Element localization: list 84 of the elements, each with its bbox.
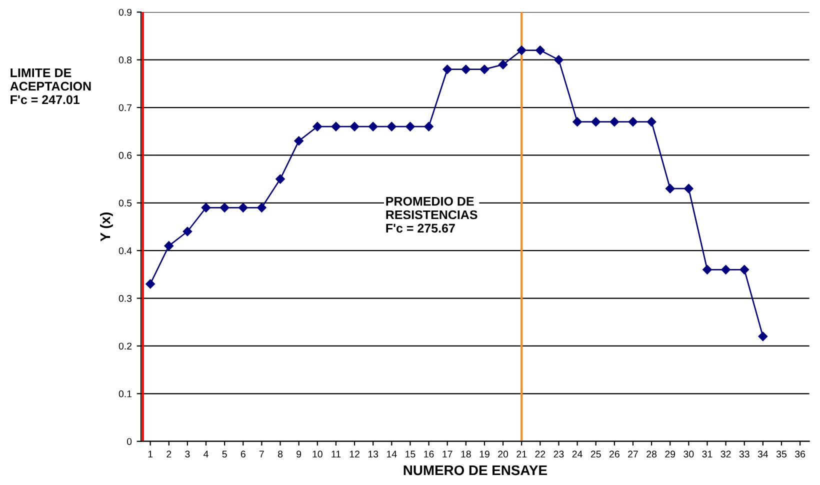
y-tick-label: 0.2	[118, 342, 132, 350]
point	[201, 203, 211, 212]
y-tick-label: 0.8	[118, 56, 132, 64]
x-tick-label: 12	[350, 450, 360, 458]
x-tick-label: 10	[312, 450, 322, 458]
x-tick-label: 22	[535, 450, 546, 458]
x-tick-label: 8	[278, 450, 283, 458]
x-tick-label: 4	[204, 450, 208, 458]
point	[182, 226, 192, 236]
annotation: PROMEDIO DE RESISTENCIAS F'c = 275.67	[386, 196, 478, 233]
point	[331, 122, 341, 132]
point	[591, 117, 600, 126]
y-tick-label: 0.6	[118, 152, 132, 159]
x-tick-label: 25	[590, 450, 601, 458]
x-tick-label: 3	[185, 450, 190, 458]
point	[554, 55, 564, 64]
y-tick-label: 0.4	[118, 247, 132, 254]
point	[164, 241, 174, 250]
point	[536, 46, 545, 55]
x-tick-label: 28	[646, 450, 657, 458]
x-tick-label: 13	[368, 450, 378, 458]
x-axis-title: NUMERO DE ENSAYE	[404, 465, 547, 476]
x-tick-label: 20	[498, 450, 508, 458]
point	[740, 265, 749, 274]
y-tick-label: 0.3	[118, 295, 132, 302]
point	[461, 64, 471, 74]
point	[516, 46, 526, 55]
point	[610, 117, 620, 126]
x-tick-label: 16	[424, 450, 434, 458]
x-tick-label: 35	[776, 450, 786, 458]
point	[498, 60, 508, 70]
x-tick-label: 31	[702, 450, 712, 458]
x-tick-label: 27	[628, 450, 638, 458]
y-tick-label: 0.1	[118, 390, 132, 398]
x-tick-label: 5	[222, 450, 227, 458]
point	[312, 122, 322, 132]
x-tick-label: 33	[739, 450, 750, 458]
point	[406, 122, 415, 132]
x-tick-label: 14	[386, 450, 397, 458]
x-tick-label: 2	[166, 450, 172, 458]
text: LIMITE DE ACEPTACION F'c = 247.01	[10, 68, 91, 104]
point	[350, 122, 360, 132]
x-tick-label: 32	[720, 450, 731, 458]
point	[480, 64, 490, 74]
x-tick-label: 6	[240, 450, 246, 458]
x-tick-label: 11	[332, 450, 341, 458]
x-tick-label: 15	[406, 450, 416, 458]
point	[368, 122, 378, 132]
x-tick-label: 1	[148, 450, 153, 458]
x-tick-label: 17	[442, 450, 452, 458]
point	[702, 265, 712, 274]
x-tick-label: 19	[480, 450, 490, 458]
x-tick-label: 30	[684, 450, 694, 458]
y-tick-label: 0.9	[118, 8, 132, 16]
point	[220, 203, 230, 212]
x-tick-label: 18	[461, 450, 471, 458]
x-tick-label: 24	[572, 450, 582, 458]
point	[387, 122, 396, 132]
point	[721, 265, 730, 274]
x-tick-label: 29	[665, 450, 676, 458]
point	[646, 117, 656, 126]
point	[665, 184, 675, 194]
point	[424, 122, 434, 132]
point	[628, 117, 638, 126]
x-tick-label: 7	[260, 450, 264, 458]
point	[257, 203, 266, 212]
x-tick-label: 36	[795, 450, 806, 458]
x-tick-label: 23	[554, 450, 564, 458]
y-tick-label: 0	[126, 438, 132, 445]
point	[276, 174, 285, 184]
y-tick-label: 0.7	[118, 104, 132, 112]
x-tick-label: 21	[516, 450, 527, 458]
point	[572, 117, 582, 126]
x-tick-label: 26	[610, 450, 620, 458]
point	[684, 184, 694, 194]
point	[758, 332, 768, 342]
point	[442, 64, 452, 74]
x-tick-label: 34	[758, 450, 768, 458]
point	[294, 136, 304, 146]
y-tick-label: 0.5	[118, 200, 132, 207]
point	[146, 279, 155, 289]
point	[238, 203, 248, 212]
y-axis-title: Y (x)	[100, 212, 113, 242]
x-tick-label: 9	[296, 450, 302, 458]
